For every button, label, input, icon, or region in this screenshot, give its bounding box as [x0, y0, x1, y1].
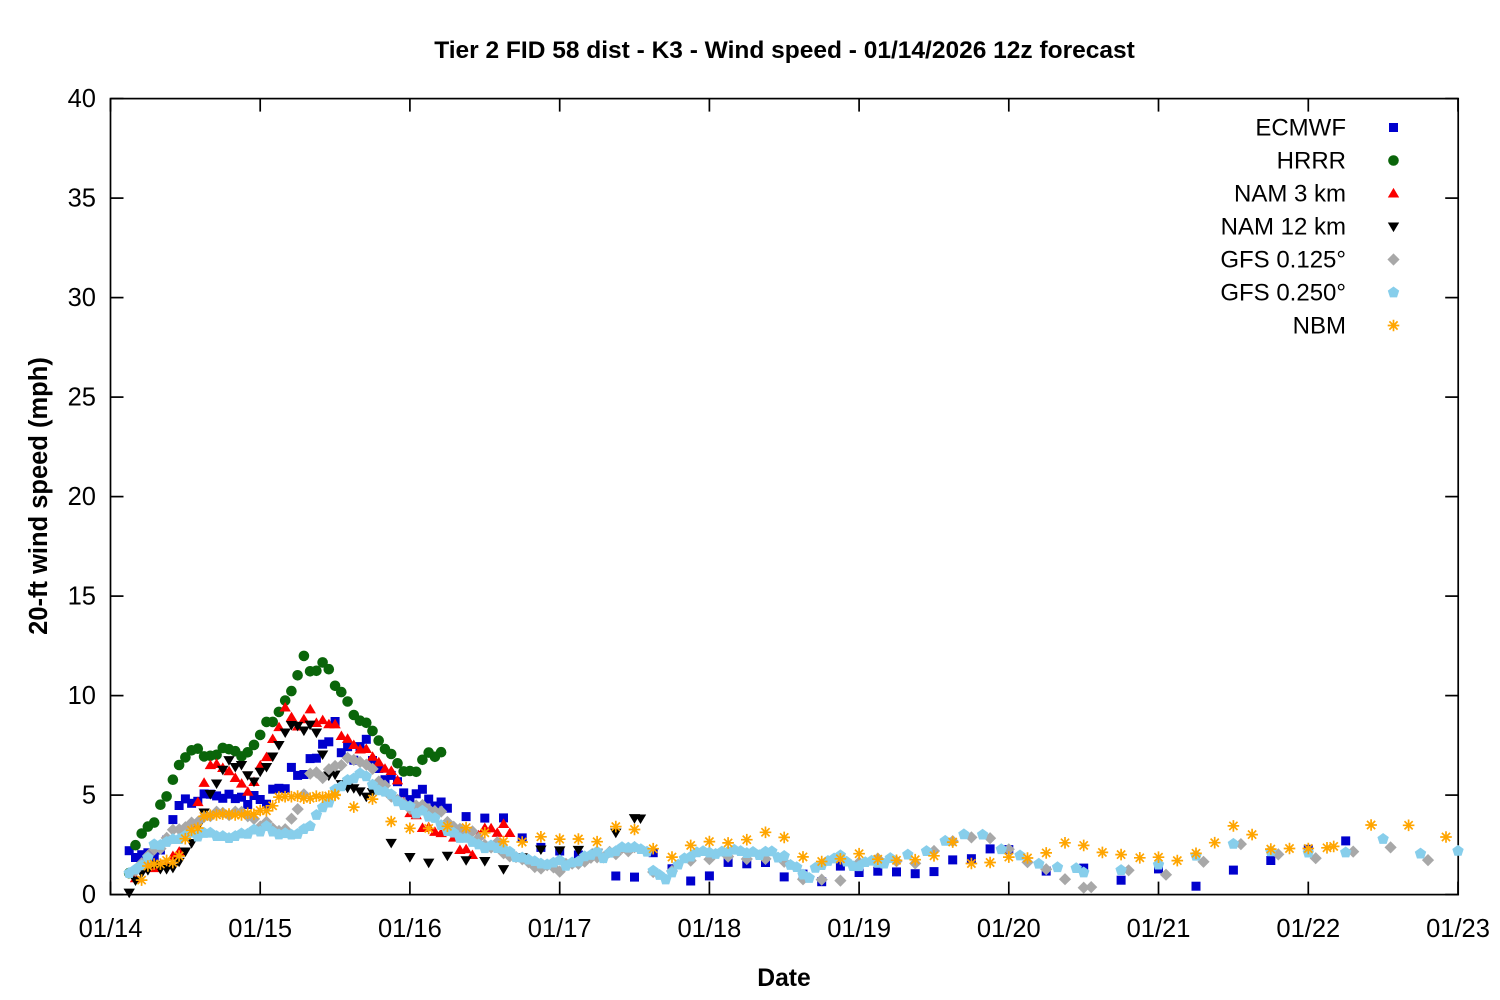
svg-text:30: 30	[68, 284, 96, 312]
svg-text:10: 10	[68, 682, 96, 710]
svg-text:01/19: 01/19	[827, 915, 891, 943]
svg-text:01/14: 01/14	[79, 915, 143, 943]
svg-text:20: 20	[68, 483, 96, 511]
svg-text:5: 5	[82, 782, 96, 810]
svg-text:GFS 0.250°: GFS 0.250°	[1220, 280, 1346, 307]
svg-text:NAM 12 km: NAM 12 km	[1221, 214, 1346, 241]
svg-text:HRRR: HRRR	[1277, 148, 1346, 175]
svg-text:01/20: 01/20	[977, 915, 1041, 943]
svg-text:25: 25	[68, 384, 96, 412]
svg-text:35: 35	[68, 185, 96, 213]
svg-text:0: 0	[82, 881, 96, 909]
svg-text:01/16: 01/16	[378, 915, 442, 943]
svg-text:01/17: 01/17	[528, 915, 592, 943]
svg-text:GFS 0.125°: GFS 0.125°	[1220, 247, 1346, 274]
svg-text:NBM: NBM	[1293, 313, 1346, 340]
svg-text:40: 40	[68, 85, 96, 113]
svg-text:15: 15	[68, 583, 96, 611]
svg-text:Date: Date	[757, 965, 811, 992]
svg-text:NAM 3 km: NAM 3 km	[1234, 181, 1346, 208]
svg-text:01/15: 01/15	[228, 915, 292, 943]
svg-text:01/22: 01/22	[1276, 915, 1340, 943]
svg-text:Tier 2 FID 58 dist - K3 - Wind: Tier 2 FID 58 dist - K3 - Wind speed - 0…	[434, 37, 1135, 64]
svg-text:01/23: 01/23	[1426, 915, 1490, 943]
svg-text:ECMWF: ECMWF	[1255, 115, 1346, 142]
svg-text:20-ft wind speed (mph): 20-ft wind speed (mph)	[25, 357, 53, 635]
svg-text:01/18: 01/18	[677, 915, 741, 943]
svg-text:01/21: 01/21	[1127, 915, 1191, 943]
